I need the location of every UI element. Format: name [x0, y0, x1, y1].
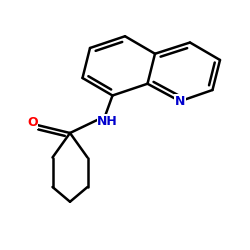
Text: O: O	[27, 116, 38, 128]
Text: NH: NH	[97, 115, 118, 128]
Text: N: N	[175, 95, 185, 108]
